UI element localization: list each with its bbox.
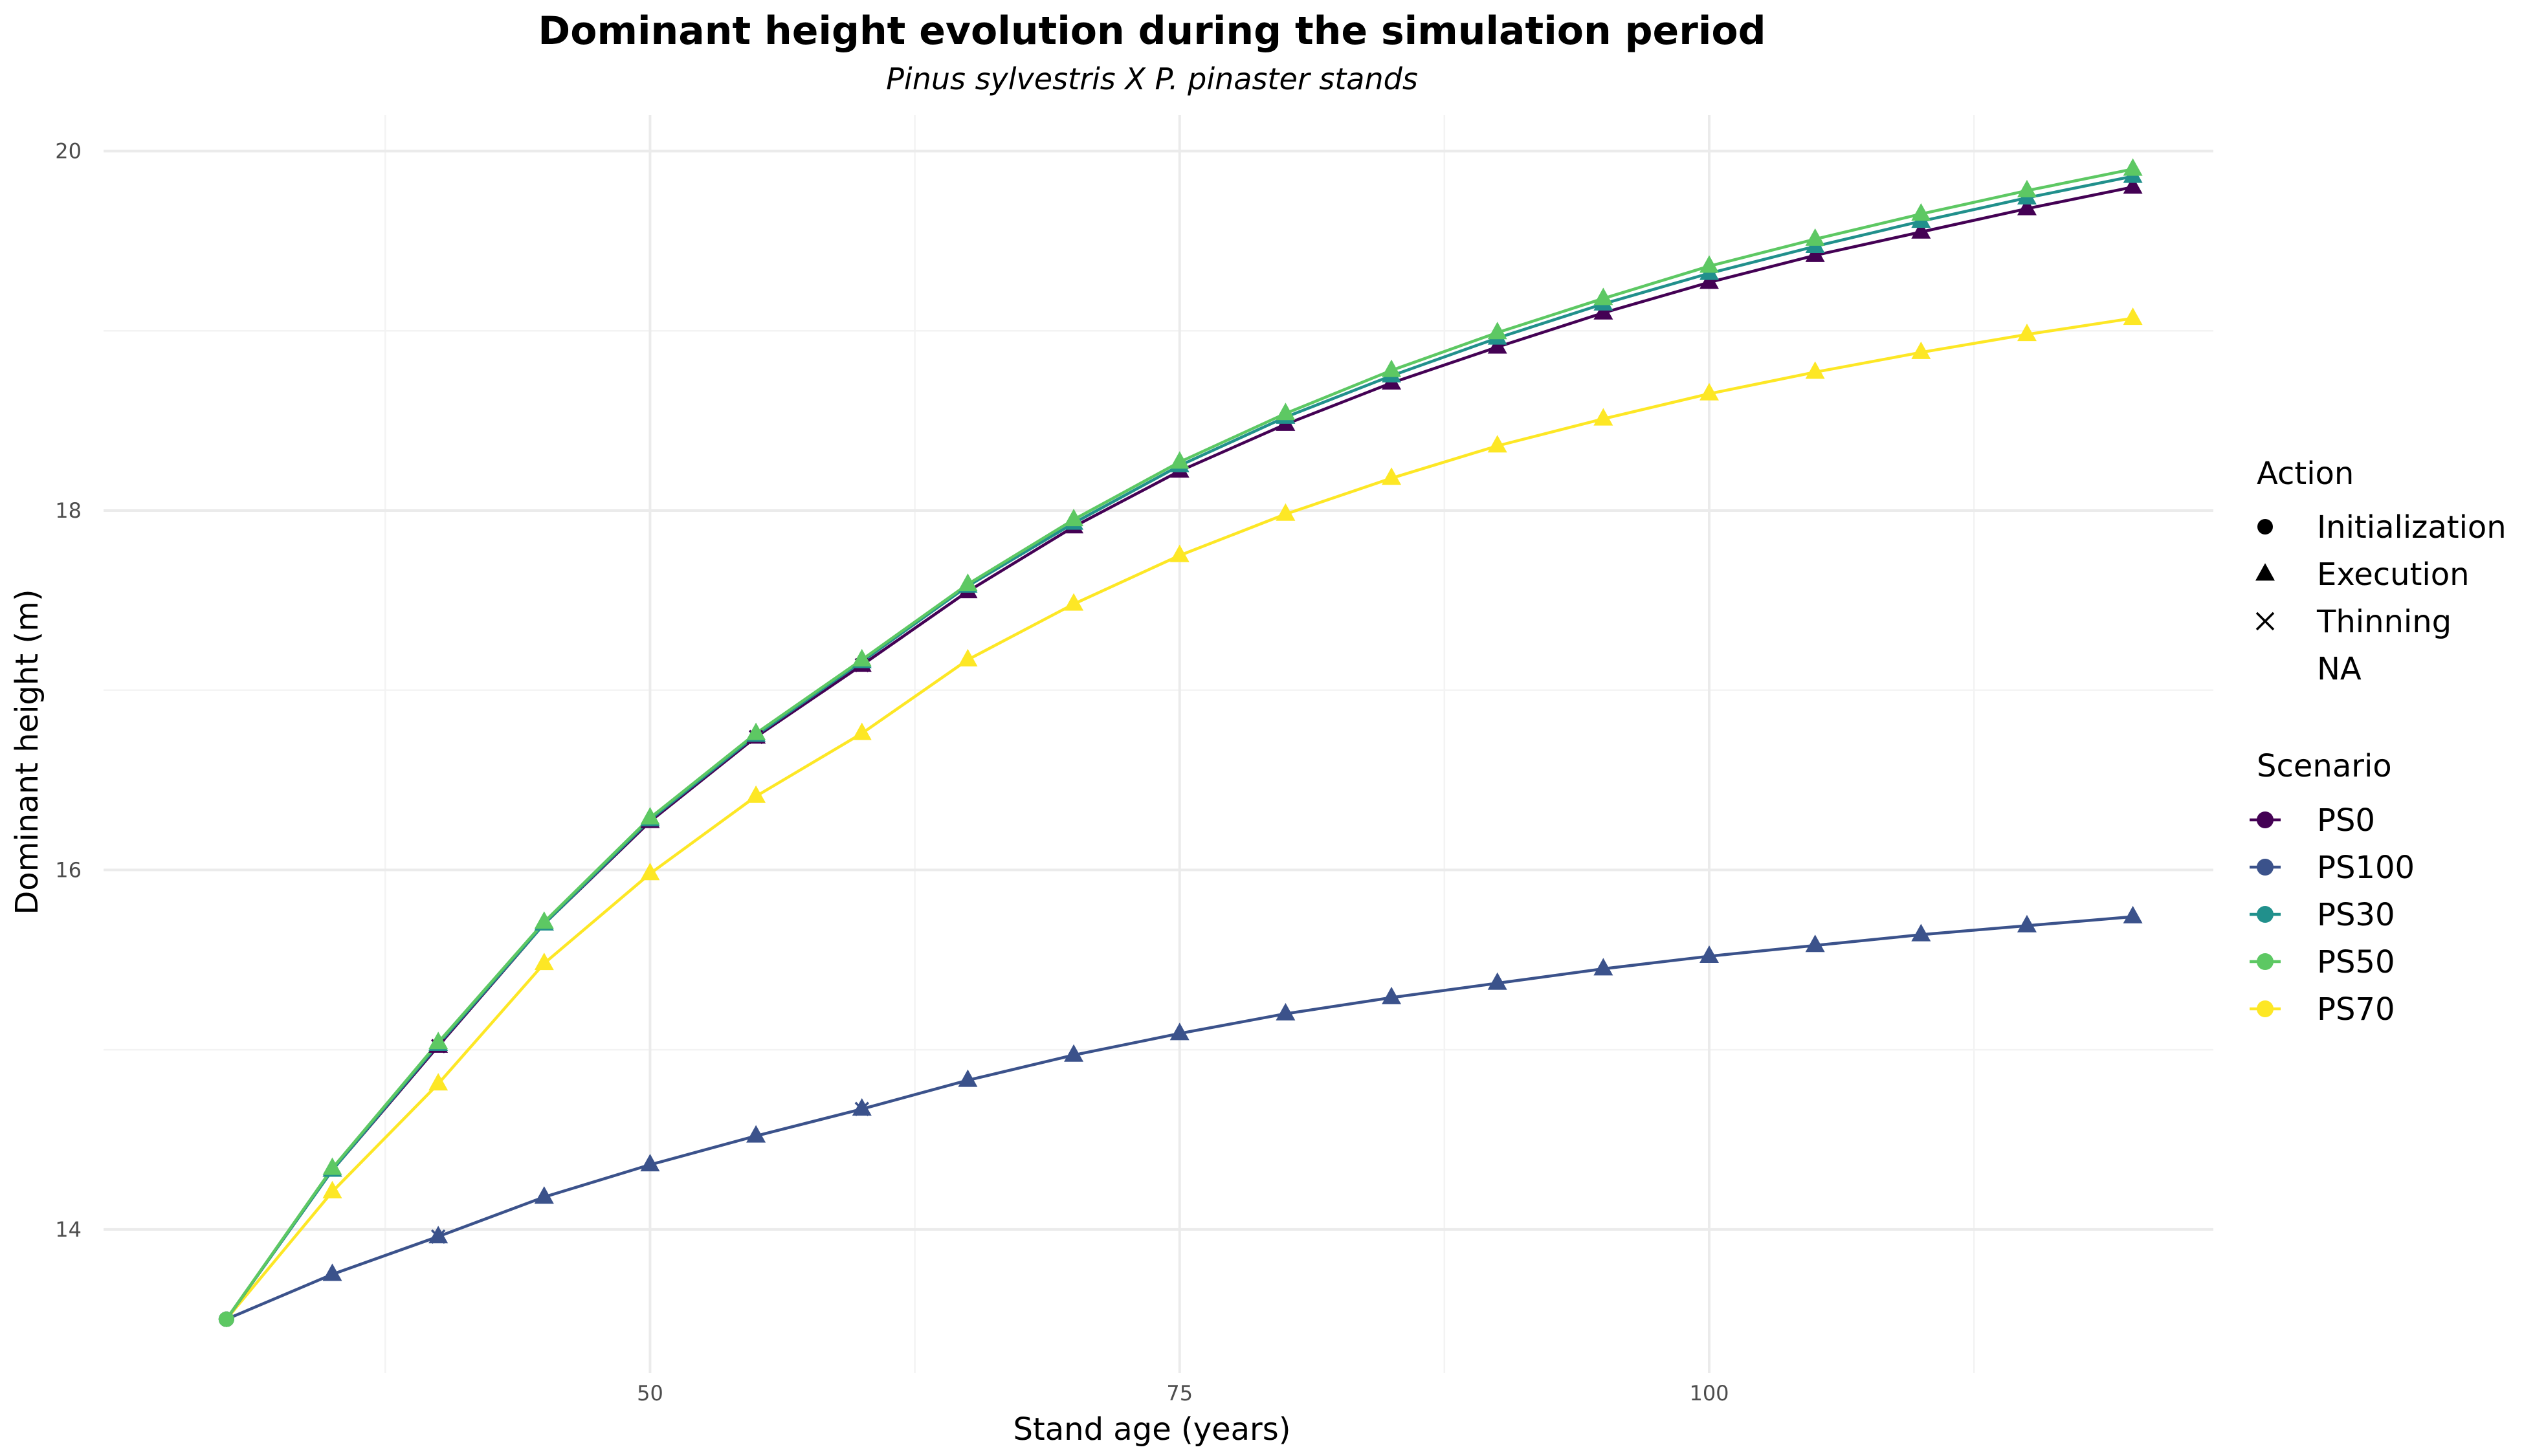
y-tick-label: 20 xyxy=(55,139,82,164)
chart-title: Dominant height evolution during the sim… xyxy=(538,8,1766,54)
point-ps100 xyxy=(534,1186,554,1204)
point-ps70 xyxy=(958,648,978,667)
point-ps100 xyxy=(2123,905,2143,923)
point-ps70 xyxy=(1805,361,1825,379)
point-ps50 xyxy=(1699,255,1720,273)
point-ps70 xyxy=(640,863,660,881)
series-markers xyxy=(218,158,2143,1327)
point-ps0 xyxy=(1805,244,1825,262)
point-ps70 xyxy=(1593,408,1613,426)
point-ps100 xyxy=(1593,958,1613,976)
point-ps70 xyxy=(534,953,554,971)
point-ps70 xyxy=(1169,544,1190,562)
point-ps70 xyxy=(1276,503,1296,521)
point-ps70 xyxy=(1911,341,1931,359)
point-ps50 xyxy=(322,1157,342,1175)
x-tick-label: 50 xyxy=(637,1381,663,1406)
point-ps100 xyxy=(1911,923,1931,942)
point-ps50 xyxy=(534,911,554,929)
legend-scenario-ps100: PS100 xyxy=(2317,850,2415,886)
legend-action-execution: Execution xyxy=(2317,557,2470,593)
legend-dot-ps70 xyxy=(2257,1000,2274,1017)
x-tick-label: 75 xyxy=(1166,1381,1193,1406)
point-ps100 xyxy=(1805,934,1825,953)
legend-action-na: NA xyxy=(2317,651,2362,687)
point-ps70 xyxy=(2017,324,2037,342)
legend: Action Scenario Initialization Execution T… xyxy=(2250,456,2507,1028)
point-ps100 xyxy=(1699,945,1720,963)
point-ps100 xyxy=(1487,972,1507,990)
point-ps50 xyxy=(1911,203,1931,221)
x-tick-label: 100 xyxy=(1689,1381,1729,1406)
point-ps50 xyxy=(852,648,872,667)
point-ps100 xyxy=(958,1069,978,1087)
y-tick-label: 18 xyxy=(55,498,82,523)
point-ps50 xyxy=(1593,287,1613,305)
legend-action-thinning: Thinning xyxy=(2316,604,2452,640)
chart-subtitle: Pinus sylvestris X P. pinaster stands xyxy=(886,61,1418,96)
legend-scenario-ps70: PS70 xyxy=(2317,991,2395,1028)
point-ps50 xyxy=(1276,403,1296,421)
point-ps50 xyxy=(1487,322,1507,340)
point-ps0 xyxy=(1593,302,1613,320)
point-ps100 xyxy=(640,1154,660,1172)
point-ps50 xyxy=(1382,359,1402,377)
point-ps100 xyxy=(428,1226,448,1244)
point-ps70 xyxy=(1064,593,1084,611)
x-axis-label: Stand age (years) xyxy=(1013,1411,1290,1448)
point-ps100 xyxy=(1382,986,1402,1004)
point-ps100 xyxy=(322,1263,342,1281)
point-ps100 xyxy=(1169,1022,1190,1041)
thinning-mark-ps100 xyxy=(854,1101,870,1116)
point-ps100 xyxy=(2017,914,2037,932)
point-ps70 xyxy=(746,785,766,803)
point-ps50 xyxy=(746,722,766,740)
point-ps70 xyxy=(1699,382,1720,401)
point-ps70 xyxy=(2123,307,2143,325)
point-ps70 xyxy=(1487,435,1507,453)
y-tick-label: 16 xyxy=(55,857,82,882)
point-ps0 xyxy=(1911,221,1931,239)
point-ps50 xyxy=(2017,179,2037,197)
thinning-mark-ps100 xyxy=(430,1229,446,1244)
legend-cross-key xyxy=(2255,612,2275,631)
point-ps70 xyxy=(322,1180,342,1198)
point-ps50 xyxy=(958,573,978,591)
legend-action-title: Action xyxy=(2257,456,2354,492)
point-ps100 xyxy=(746,1125,766,1143)
point-ps70 xyxy=(852,722,872,740)
y-axis-label: Dominant height (m) xyxy=(9,589,45,914)
legend-triangle-key xyxy=(2255,563,2275,581)
point-ps100 xyxy=(852,1098,872,1116)
point-ps0 xyxy=(2017,197,2037,215)
legend-scenario-ps30: PS30 xyxy=(2317,897,2395,933)
point-ps0 xyxy=(1487,336,1507,354)
legend-circle-key xyxy=(2257,519,2273,535)
grid xyxy=(104,115,2213,1373)
legend-scenario-title: Scenario xyxy=(2257,748,2392,784)
point-ps0 xyxy=(1699,271,1720,289)
point-ps0 xyxy=(2123,176,2143,194)
y-tick-label: 14 xyxy=(55,1217,82,1242)
point-ps100 xyxy=(1276,1002,1296,1020)
point-ps50 xyxy=(640,807,660,825)
point-ps70 xyxy=(1382,467,1402,485)
legend-dot-ps30 xyxy=(2257,906,2274,923)
legend-scenario-ps50: PS50 xyxy=(2317,944,2395,980)
legend-scenario-ps0: PS0 xyxy=(2317,802,2375,839)
legend-dot-ps100 xyxy=(2257,859,2274,876)
point-ps50 xyxy=(428,1031,448,1050)
point-ps50 xyxy=(1169,451,1190,469)
legend-dot-ps0 xyxy=(2257,811,2274,828)
point-ps50 xyxy=(1805,228,1825,246)
point-ps50 xyxy=(218,1311,234,1327)
legend-action-initialization: Initialization xyxy=(2317,509,2507,546)
point-ps50 xyxy=(2123,158,2143,176)
legend-dot-ps50 xyxy=(2257,953,2274,970)
tick-labels: 50 75 100 14 16 18 20 xyxy=(55,139,1729,1406)
point-ps100 xyxy=(1064,1044,1084,1062)
point-ps70 xyxy=(428,1073,448,1091)
point-ps50 xyxy=(1064,509,1084,527)
